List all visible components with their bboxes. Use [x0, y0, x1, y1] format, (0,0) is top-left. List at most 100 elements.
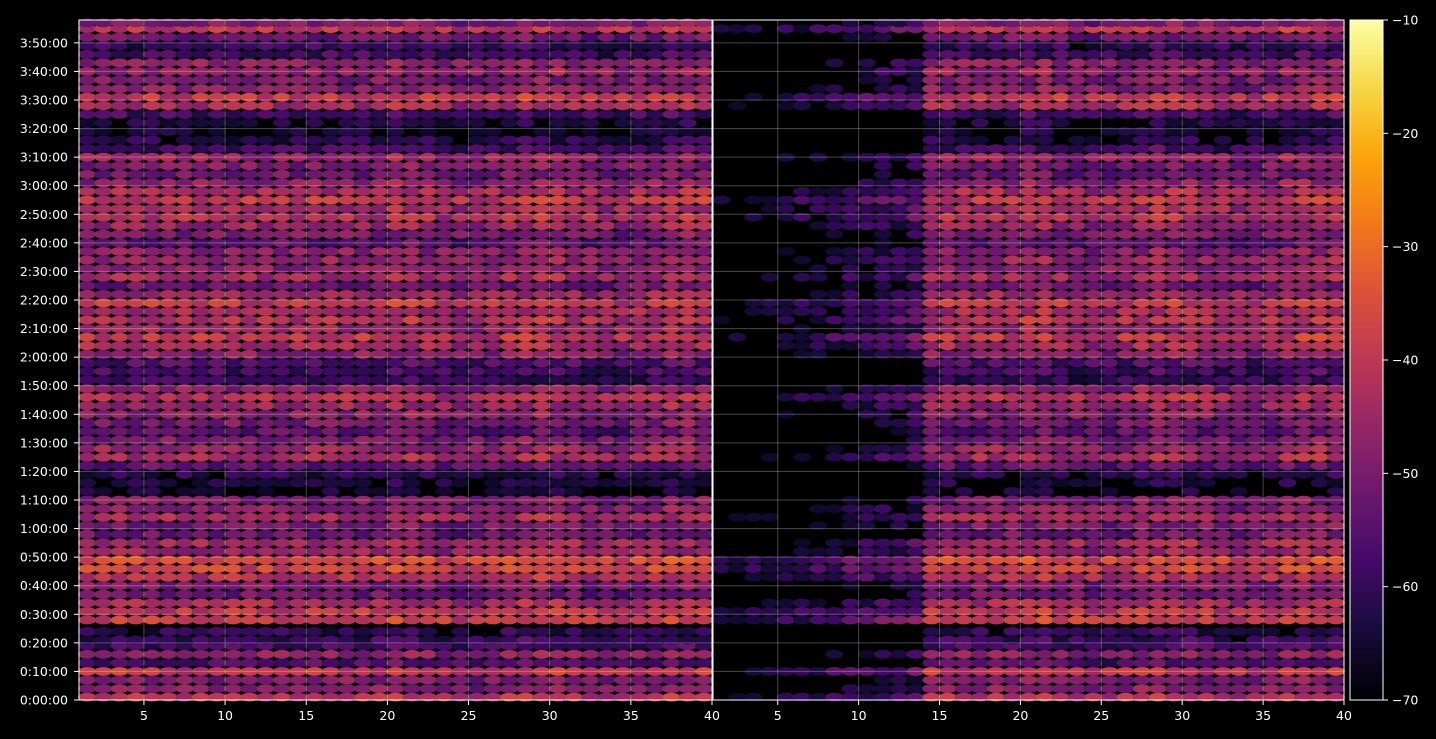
heatmap-cell: [954, 538, 973, 548]
heatmap-cell: [305, 615, 324, 625]
heatmap-cell: [1197, 495, 1216, 505]
heatmap-cell: [825, 298, 844, 308]
heatmap-cell: [272, 58, 291, 68]
heatmap-cell: [78, 547, 97, 556]
heatmap-cell: [1084, 555, 1103, 565]
heatmap-cell: [987, 409, 1006, 419]
heatmap-cell: [1229, 667, 1248, 676]
heatmap-cell: [402, 41, 421, 51]
heatmap-cell: [354, 444, 372, 453]
heatmap-cell: [597, 598, 616, 608]
heatmap-cell: [694, 409, 713, 419]
heatmap-cell: [1181, 504, 1200, 513]
heatmap-cell: [922, 247, 941, 256]
heatmap-cell: [451, 144, 470, 154]
heatmap-cell: [1246, 264, 1264, 273]
heatmap-cell: [1035, 538, 1054, 548]
heatmap-cell: [78, 607, 97, 616]
heatmap-cell: [906, 212, 925, 222]
heatmap-cell: [581, 538, 600, 548]
heatmap-cell: [175, 32, 194, 42]
heatmap-cell: [224, 444, 243, 453]
heatmap-cell: [1084, 281, 1103, 291]
heatmap-cell: [78, 67, 97, 76]
heatmap-cell: [224, 212, 243, 222]
heatmap-cell: [1116, 315, 1135, 325]
heatmap-cell: [143, 529, 161, 539]
heatmap-cell: [565, 581, 583, 591]
heatmap-cell: [1326, 272, 1345, 282]
heatmap-cell: [857, 384, 876, 393]
heatmap-cell: [954, 161, 973, 171]
heatmap-cell: [1229, 675, 1248, 685]
heatmap-cell: [321, 49, 340, 59]
heatmap-cell: [1246, 564, 1264, 573]
heatmap-cell: [1262, 375, 1281, 385]
heatmap-cell: [1148, 555, 1167, 565]
heatmap-cell: [126, 341, 145, 351]
heatmap-cell: [1310, 298, 1329, 308]
heatmap-cell: [857, 667, 876, 676]
heatmap-cell: [630, 581, 648, 591]
heatmap-cell: [516, 272, 535, 282]
heatmap-cell: [532, 461, 551, 471]
heatmap-cell: [256, 187, 275, 196]
heatmap-cell: [419, 118, 437, 128]
heatmap-cell: [532, 384, 551, 393]
heatmap-cell: [1197, 255, 1216, 265]
heatmap-cell: [565, 427, 583, 436]
heatmap-cell: [1051, 358, 1070, 368]
heatmap-cell: [175, 581, 194, 591]
heatmap-cell: [760, 572, 779, 582]
heatmap-cell: [922, 315, 941, 325]
heatmap-cell: [305, 427, 324, 436]
heatmap-cell: [1246, 521, 1264, 531]
heatmap-cell: [1068, 627, 1086, 636]
heatmap-cell: [191, 384, 210, 393]
heatmap-cell: [1116, 658, 1135, 668]
heatmap-cell: [971, 581, 989, 591]
heatmap-cell: [256, 375, 275, 385]
heatmap-cell: [386, 324, 405, 333]
heatmap-cell: [678, 649, 697, 659]
heatmap-cell: [516, 409, 535, 419]
heatmap-cell: [500, 92, 519, 102]
heatmap-cell: [1181, 615, 1200, 625]
heatmap-cell: [548, 32, 567, 42]
heatmap-cell: [78, 169, 97, 179]
heatmap-cell: [435, 341, 454, 351]
heatmap-cell: [451, 384, 470, 393]
heatmap-cell: [451, 675, 470, 685]
heatmap-cell: [175, 101, 194, 111]
heatmap-cell: [1229, 341, 1248, 351]
heatmap-cell: [1051, 572, 1070, 582]
heatmap-cell: [224, 615, 243, 625]
heatmap-cell: [922, 675, 941, 685]
heatmap-cell: [289, 169, 308, 179]
heatmap-cell: [208, 255, 226, 265]
heatmap-cell: [451, 281, 470, 291]
heatmap-cell: [1326, 487, 1345, 496]
heatmap-cell: [728, 512, 747, 522]
heatmap-cell: [110, 572, 129, 582]
heatmap-cell: [126, 529, 145, 539]
heatmap-cell: [1051, 204, 1070, 214]
heatmap-cell: [483, 504, 502, 513]
heatmap-cell: [143, 487, 161, 496]
heatmap-cell: [370, 649, 389, 659]
heatmap-cell: [500, 187, 519, 196]
heatmap-cell: [597, 675, 616, 685]
heatmap-cell: [386, 49, 405, 59]
heatmap-cell: [500, 667, 519, 676]
heatmap-cell: [581, 84, 600, 93]
heatmap-cell: [451, 375, 470, 385]
heatmap-cell: [694, 49, 713, 59]
heatmap-cell: [1326, 598, 1345, 608]
heatmap-cell: [1262, 367, 1281, 376]
heatmap-cell: [1084, 521, 1103, 531]
heatmap-cell: [565, 444, 583, 453]
heatmap-cell: [354, 161, 372, 171]
heatmap-cell: [451, 229, 470, 239]
heatmap-cell: [1278, 435, 1297, 445]
heatmap-cell: [646, 495, 665, 505]
